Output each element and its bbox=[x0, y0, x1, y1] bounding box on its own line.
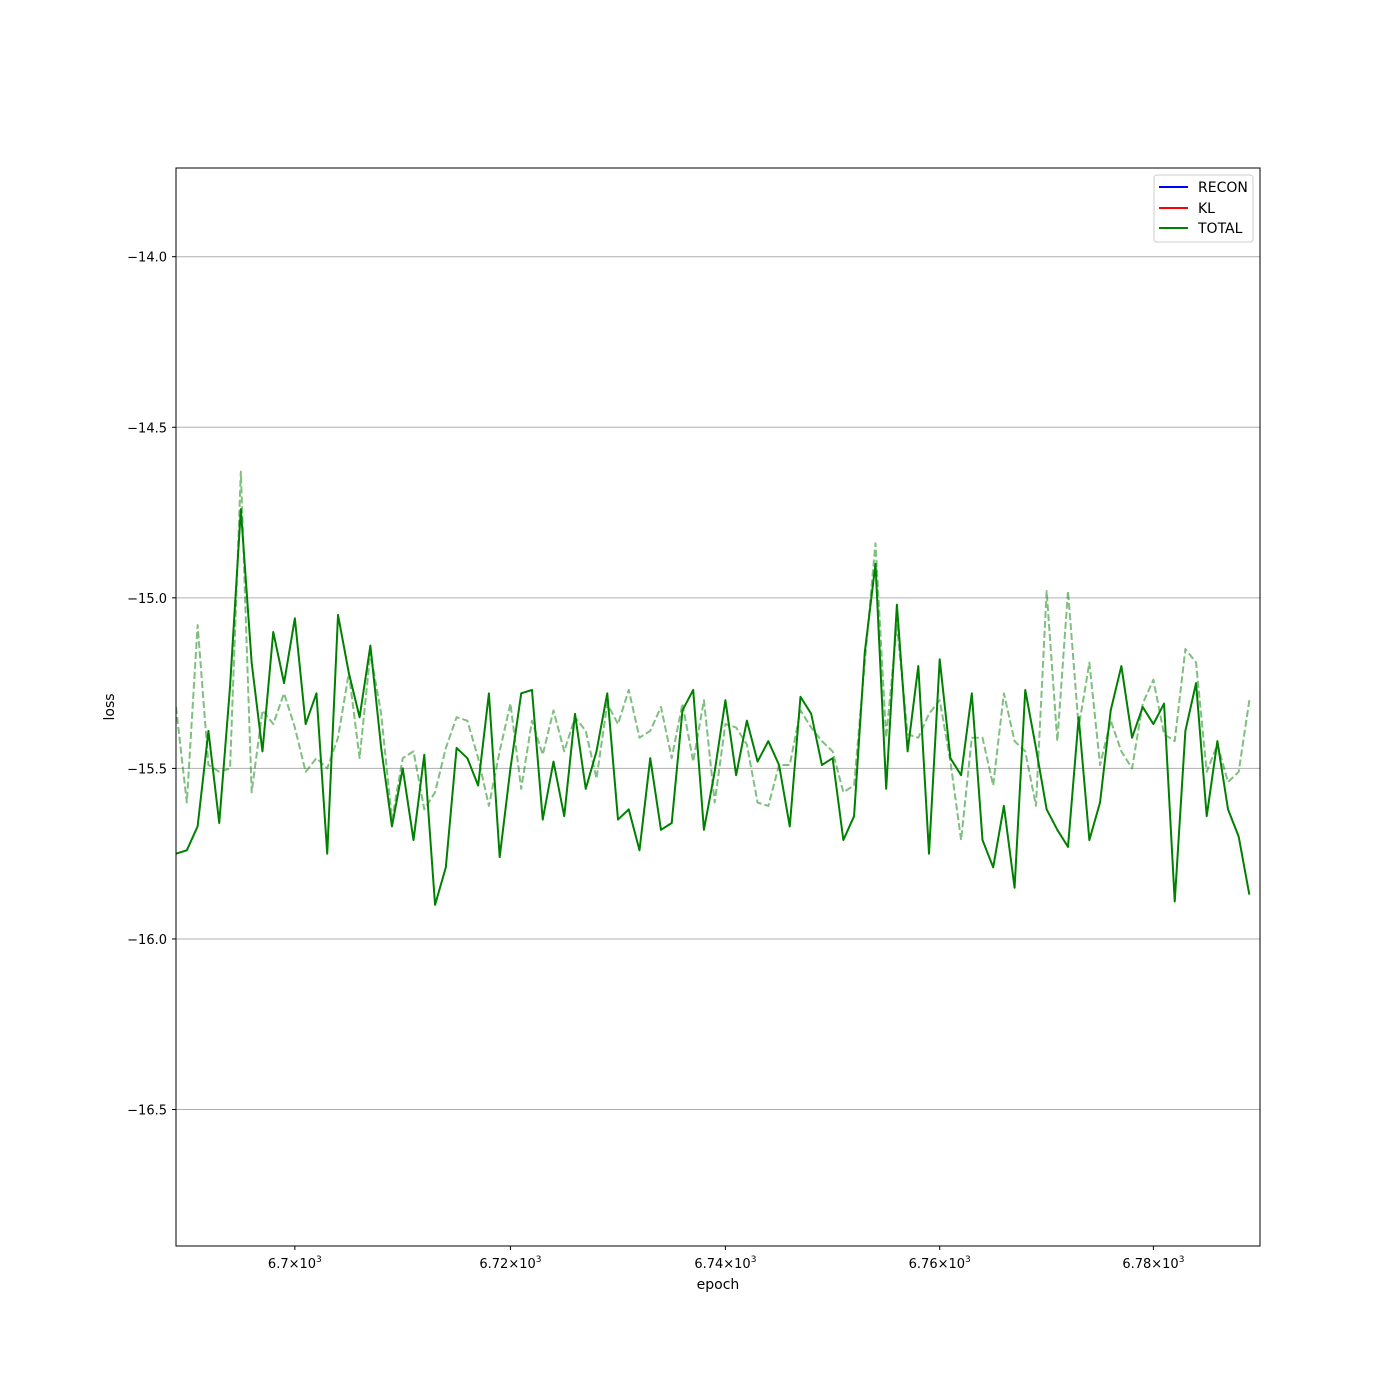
y-axis-label: loss bbox=[102, 693, 118, 720]
series-layer bbox=[176, 470, 1251, 906]
legend-label-total: TOTAL bbox=[1197, 221, 1243, 237]
y-tick-label: −16.5 bbox=[127, 1104, 167, 1119]
x-tick-label: 6.72×103 bbox=[479, 1255, 541, 1272]
plot-frame bbox=[175, 167, 1261, 1247]
legend-box bbox=[1153, 174, 1254, 243]
y-axis-ticks: −14.0 −14.5 −15.0 −15.5 −16.0 −16.5 bbox=[127, 251, 176, 1119]
legend-label-kl: KL bbox=[1198, 201, 1215, 217]
x-tick-label: 6.7×103 bbox=[268, 1255, 322, 1272]
y-tick-label: −15.5 bbox=[127, 762, 167, 777]
x-tick-label: 6.74×103 bbox=[694, 1255, 756, 1272]
y-tick-label: −15.0 bbox=[127, 592, 167, 607]
total-dashed-series-line bbox=[176, 470, 1251, 842]
x-axis-ticks: 6.7×103 6.72×103 6.74×103 6.76×103 6.78×103 bbox=[268, 1246, 1184, 1272]
y-tick-label: −16.0 bbox=[127, 933, 167, 948]
total-series-line bbox=[176, 508, 1251, 906]
grid-lines bbox=[176, 256, 1260, 1111]
y-tick-label: −14.5 bbox=[127, 421, 167, 436]
x-tick-label: 6.78×103 bbox=[1122, 1255, 1184, 1272]
legend: RECON KL TOTAL bbox=[1153, 174, 1254, 243]
x-axis-label: epoch bbox=[697, 1277, 740, 1293]
y-tick-label: −14.0 bbox=[127, 251, 167, 266]
legend-label-recon: RECON bbox=[1198, 180, 1248, 196]
plot-area bbox=[176, 470, 1251, 906]
x-tick-label: 6.76×103 bbox=[909, 1255, 971, 1272]
